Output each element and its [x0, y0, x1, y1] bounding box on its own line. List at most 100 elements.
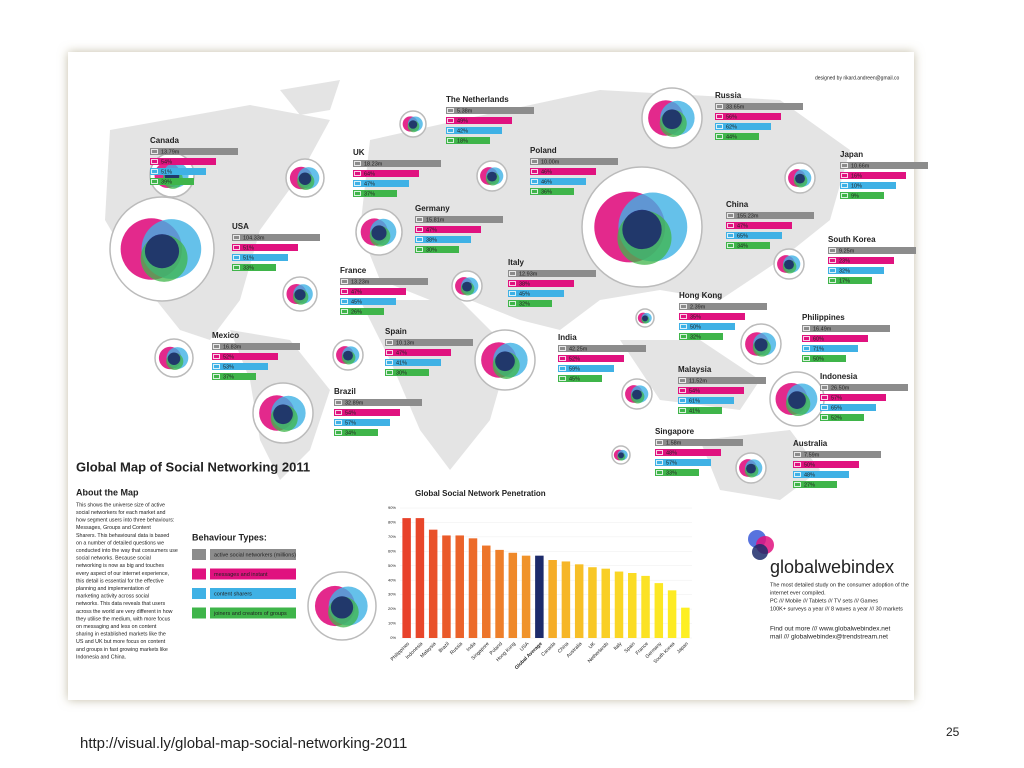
stat-label: 32% — [690, 334, 701, 340]
country-name: Spain — [385, 327, 407, 336]
stat-icon — [680, 314, 687, 319]
bar — [641, 575, 650, 638]
stat-bar — [150, 148, 238, 155]
venn-overlap — [784, 259, 794, 270]
y-tick-label: 80% — [388, 520, 396, 525]
stat-icon — [679, 388, 686, 393]
stat-label: 71% — [813, 346, 824, 352]
bar — [574, 564, 584, 638]
stat-label: 7.59m — [804, 452, 820, 458]
stat-icon — [531, 179, 538, 184]
venn-overlap — [662, 109, 682, 130]
stat-label: 39% — [161, 179, 172, 185]
stat-bar — [678, 377, 766, 384]
stat-icon — [794, 472, 801, 477]
stat-icon — [716, 104, 723, 109]
venn-overlap — [167, 352, 181, 366]
stat-icon — [233, 265, 240, 270]
about-line: every aspect of our internet experience, — [76, 571, 169, 577]
stat-icon — [416, 217, 423, 222]
bar — [455, 535, 464, 638]
infographic-title: Global Map of Social Networking 2011 — [76, 459, 310, 474]
stat-bar — [340, 298, 396, 305]
about-line: across the world are very different in h… — [76, 609, 173, 615]
stat-bar — [340, 278, 428, 285]
country-name: France — [340, 266, 367, 275]
stat-icon — [151, 159, 158, 164]
stat-bar — [353, 160, 441, 167]
brand-line: PC /// Mobile /// Tablets /// TV sets //… — [770, 598, 878, 604]
stat-icon — [821, 405, 828, 410]
stat-label: 50% — [804, 462, 815, 468]
venn-overlap — [495, 351, 515, 372]
chart-title: Global Social Network Penetration — [415, 489, 546, 498]
stat-label: 33.65m — [726, 104, 745, 110]
stat-label: 52% — [569, 356, 580, 362]
about-line: planning and implementation of — [76, 586, 150, 592]
x-tick-label: Italy — [613, 641, 624, 652]
country-name: Brazil — [334, 387, 356, 396]
venn-overlap — [754, 338, 768, 352]
bar — [495, 549, 504, 638]
country-name: Germany — [415, 204, 450, 213]
country-name: Italy — [508, 258, 525, 267]
stat-bar — [715, 123, 771, 130]
stat-bar — [679, 323, 735, 330]
country-name: UK — [353, 148, 365, 157]
country-name: The Netherlands — [446, 95, 509, 104]
stat-icon — [386, 360, 393, 365]
stat-bar — [530, 188, 574, 195]
stat-bar — [840, 182, 896, 189]
brand-name: globalwebindex — [770, 557, 894, 577]
stat-bar — [820, 404, 876, 411]
stat-icon — [341, 289, 348, 294]
stat-bar — [385, 369, 429, 376]
stat-icon — [716, 134, 723, 139]
stat-icon — [354, 171, 361, 176]
stat-bar — [558, 365, 614, 372]
venn-overlap — [788, 391, 806, 409]
stat-bar — [385, 359, 441, 366]
stat-label: 52% — [223, 354, 234, 360]
behaviour-label: joiners and creators of groups — [213, 611, 287, 617]
stat-label: 59% — [569, 366, 580, 372]
stat-icon — [841, 183, 848, 188]
stat-bar — [828, 277, 872, 284]
stat-bar — [655, 449, 721, 456]
stat-bar — [840, 172, 906, 179]
stat-label: 10.13m — [396, 340, 415, 346]
country-name: Indonesia — [820, 372, 858, 381]
brand-line: The most detailed study on the consumer … — [770, 582, 909, 588]
stat-bar — [340, 308, 384, 315]
about-line: on messaging and less on content — [76, 624, 157, 630]
stat-label: 16.83m — [223, 344, 242, 350]
stat-icon — [821, 395, 828, 400]
stat-bar — [212, 363, 268, 370]
stat-label: 11.52m — [689, 378, 707, 384]
stat-label: 12.93m — [519, 271, 538, 277]
stat-icon — [680, 334, 687, 339]
about-line: Indonesia and China. — [76, 654, 126, 660]
about-line: conducted into the way that consumers us… — [76, 548, 178, 554]
about-line: social networks. Because social — [76, 556, 151, 562]
stat-icon — [559, 346, 566, 351]
stat-bar — [385, 339, 473, 346]
stat-icon — [213, 364, 220, 369]
stat-label: 1.58m — [666, 440, 682, 446]
bar — [628, 573, 637, 638]
stat-bar — [334, 419, 390, 426]
stat-bar — [530, 168, 596, 175]
stat-bar — [340, 288, 406, 295]
designer-credit: designed by rikard.andreen@gmail.co — [815, 75, 900, 81]
stat-icon — [803, 356, 810, 361]
venn-overlap — [343, 350, 353, 361]
stat-bar — [828, 267, 884, 274]
stat-bar — [415, 236, 471, 243]
stat-icon — [233, 235, 240, 240]
stat-icon — [679, 398, 686, 403]
stat-icon — [151, 169, 158, 174]
y-tick-label: 60% — [388, 548, 396, 553]
stat-label: 47% — [351, 289, 362, 295]
stat-icon — [386, 370, 393, 375]
